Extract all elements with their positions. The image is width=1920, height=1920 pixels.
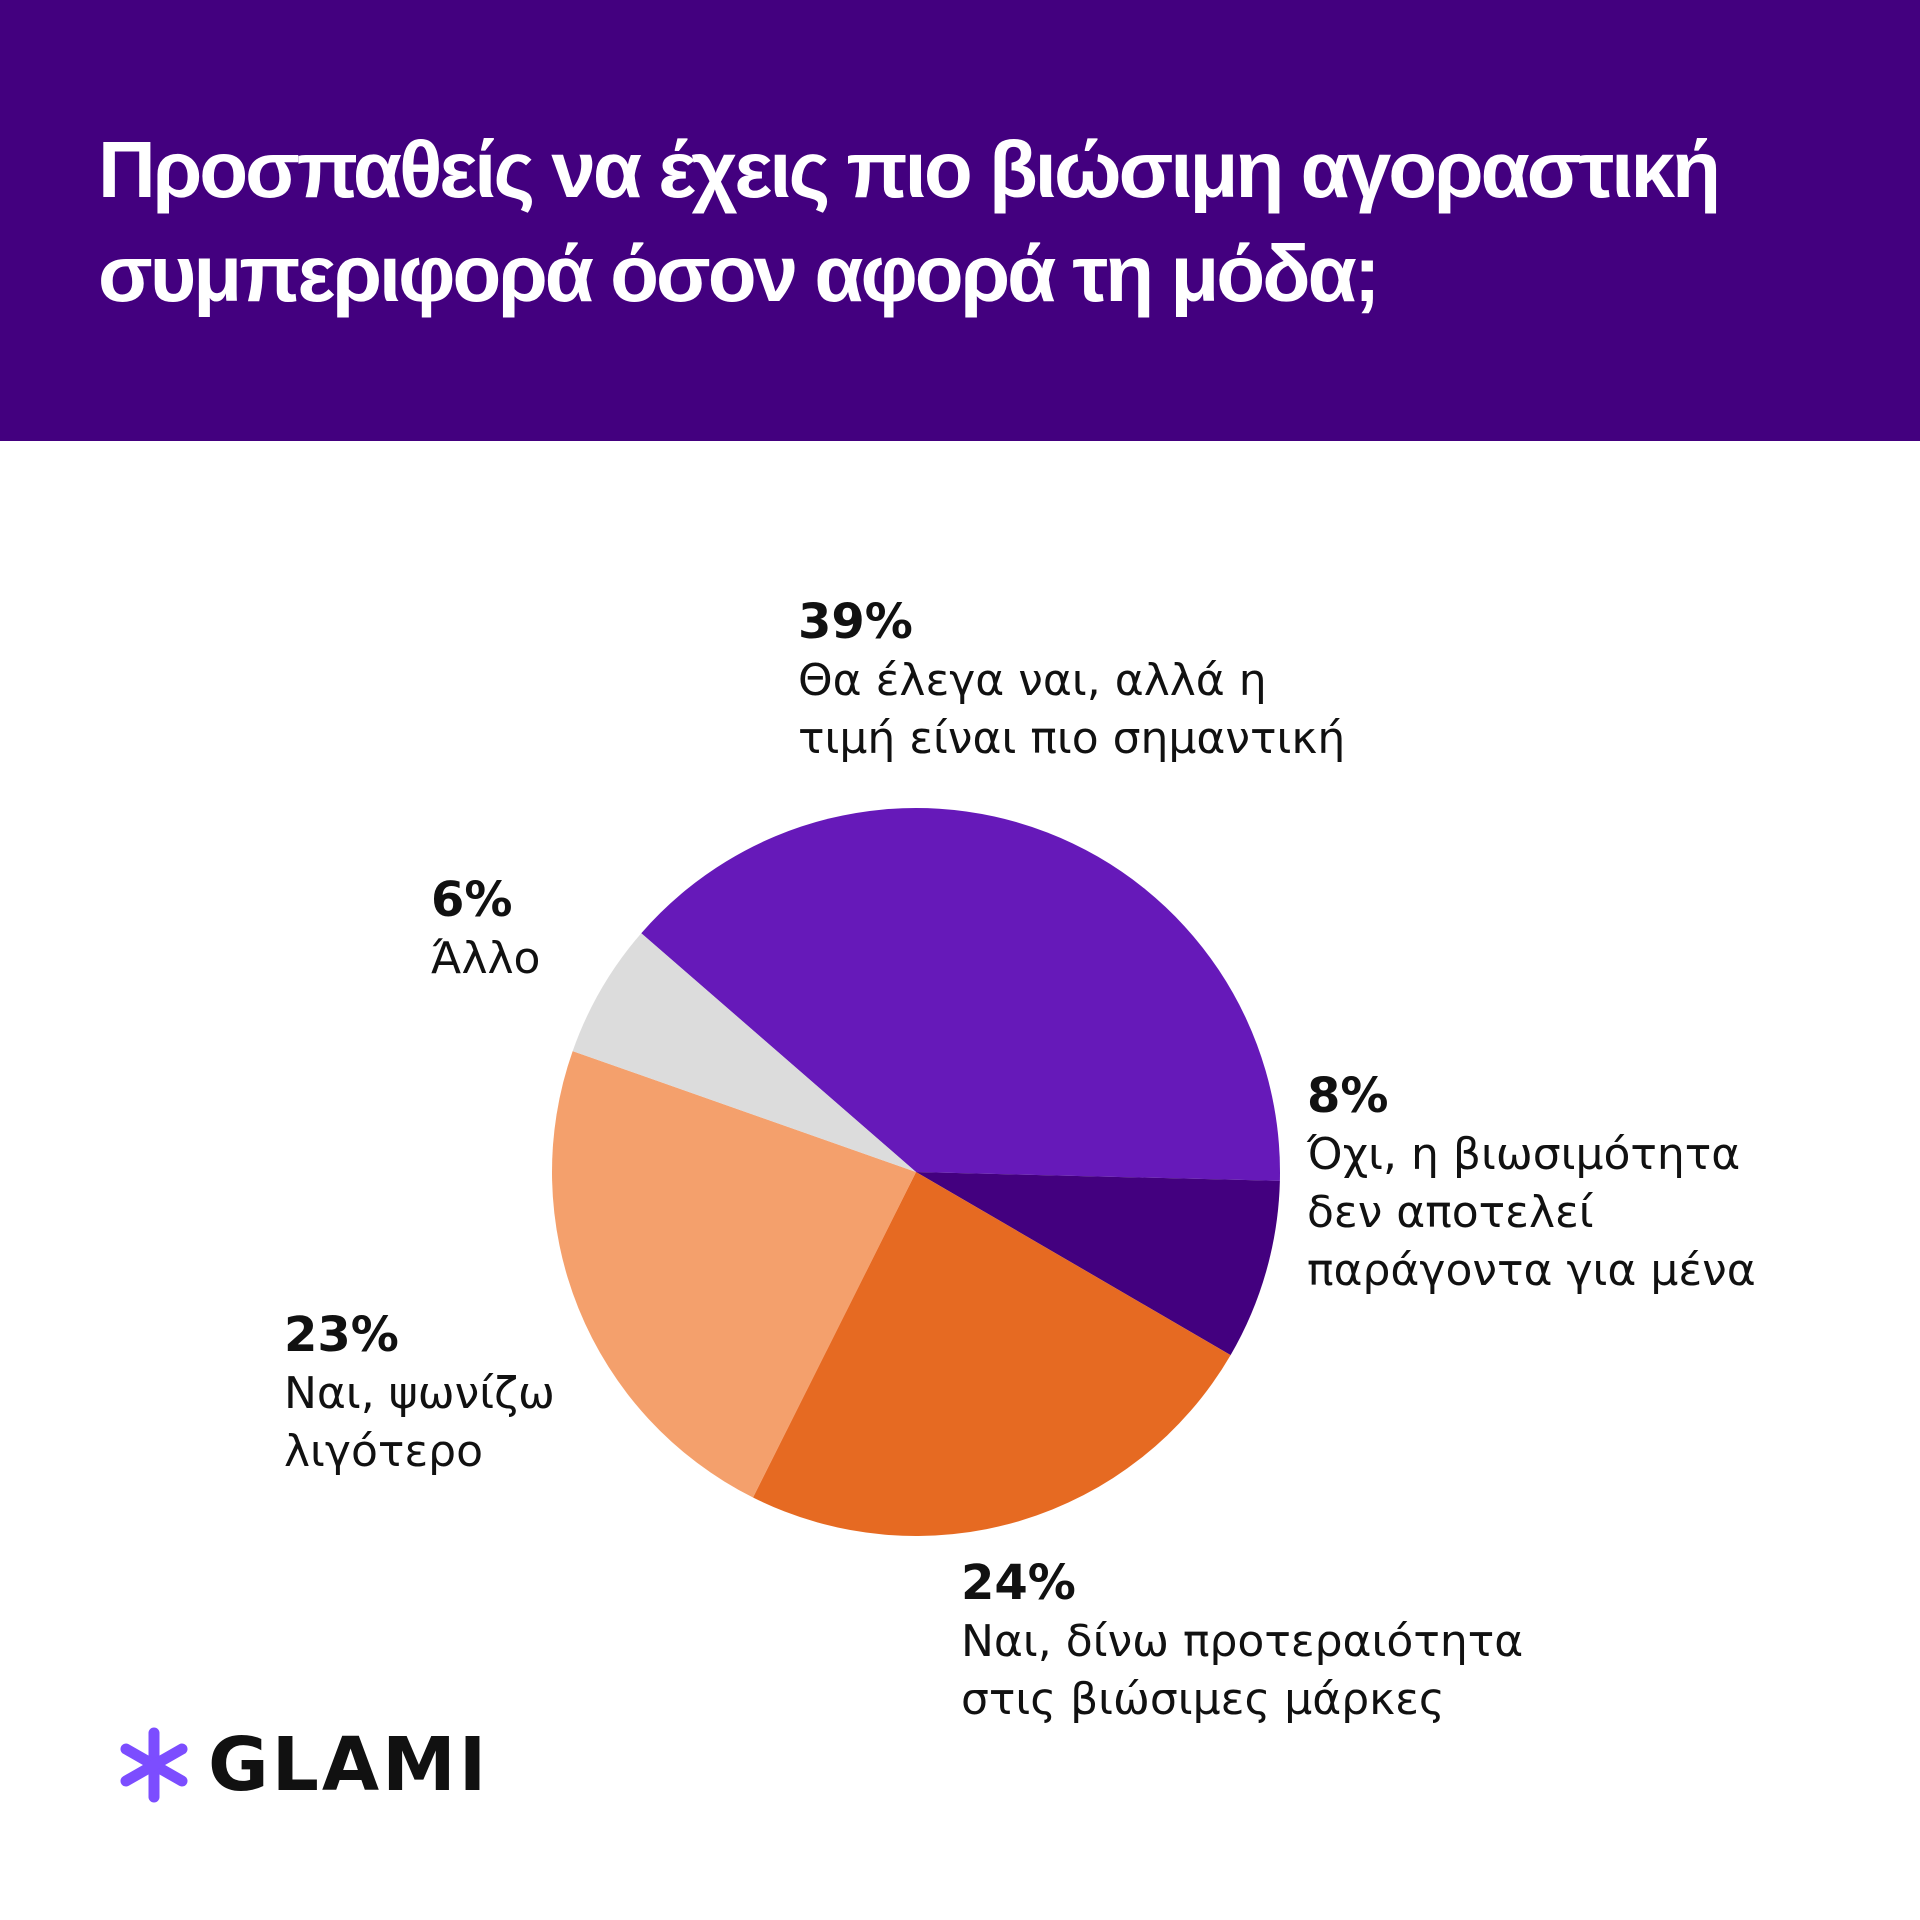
label-slice-2: 24% Ναι, δίνω προτεραιότητα στις βιώσιμε… xyxy=(961,1553,1523,1729)
slice-0-value: 39% xyxy=(798,594,913,650)
slice-0-label: Θα έλεγα ναι, αλλά η τιμή είναι πιο σημα… xyxy=(798,655,1346,764)
label-slice-4: 6% Άλλο xyxy=(431,870,540,988)
label-slice-0: 39% Θα έλεγα ναι, αλλά η τιμή είναι πιο … xyxy=(798,592,1345,768)
slice-1-value: 8% xyxy=(1307,1068,1389,1124)
pie-slice-0 xyxy=(641,808,1280,1181)
slice-3-value: 23% xyxy=(284,1307,399,1363)
slice-4-value: 6% xyxy=(431,872,513,928)
pie-slice-3 xyxy=(552,1051,916,1498)
slice-3-label: Ναι, ψωνίζω λιγότερο xyxy=(284,1368,555,1477)
label-slice-1: 8% Όχι, η βιωσιμότητα δεν αποτελεί παράγ… xyxy=(1307,1066,1756,1300)
asterisk-icon xyxy=(120,1727,188,1803)
slice-1-label: Όχι, η βιωσιμότητα δεν αποτελεί παράγοντ… xyxy=(1307,1129,1756,1296)
slice-2-label: Ναι, δίνω προτεραιότητα στις βιώσιμες μά… xyxy=(961,1616,1524,1725)
glami-logo: GLAMI xyxy=(118,1722,489,1808)
pie-slice-1 xyxy=(916,1172,1280,1356)
slice-2-value: 24% xyxy=(961,1555,1076,1611)
pie-slice-2 xyxy=(753,1172,1231,1537)
logo-text: GLAMI xyxy=(208,1722,490,1808)
label-slice-3: 23% Ναι, ψωνίζω λιγότερο xyxy=(284,1305,555,1481)
pie-slice-4 xyxy=(572,933,916,1172)
slice-4-label: Άλλο xyxy=(431,933,541,984)
header-banner: Προσπαθείς να έχεις πιο βιώσιμη αγοραστι… xyxy=(0,0,1920,441)
chart-title: Προσπαθείς να έχεις πιο βιώσιμη αγοραστι… xyxy=(98,125,1721,318)
